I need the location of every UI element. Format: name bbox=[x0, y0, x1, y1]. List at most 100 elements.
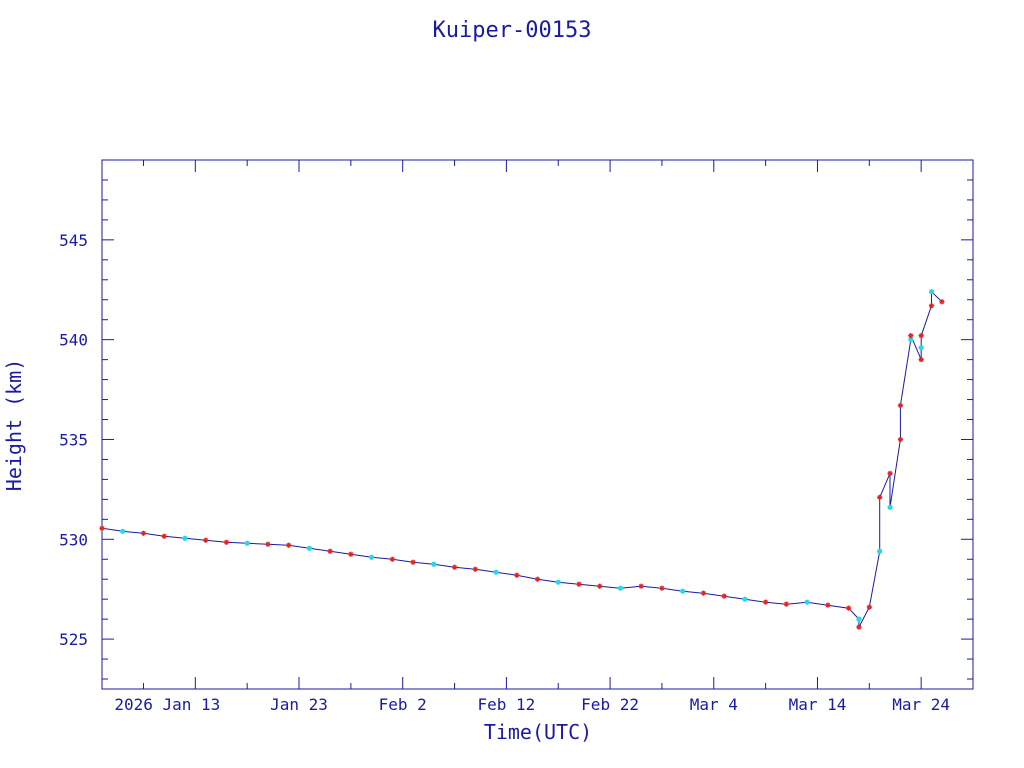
data-point bbox=[908, 333, 914, 339]
data-point bbox=[203, 537, 209, 543]
data-point bbox=[825, 602, 831, 608]
x-tick-label: Jan 23 bbox=[270, 695, 328, 714]
data-point-stroke bbox=[918, 357, 924, 362]
x-tick-label: Feb 22 bbox=[581, 695, 639, 714]
y-tick-label: 535 bbox=[59, 430, 88, 449]
data-point bbox=[140, 530, 147, 536]
data-point bbox=[928, 303, 935, 309]
axis-ticks bbox=[102, 159, 974, 689]
data-point-stroke bbox=[784, 601, 789, 607]
data-point-stroke bbox=[452, 564, 457, 570]
y-tick-labels: 525 530 535 540 545 bbox=[59, 231, 88, 649]
data-point bbox=[472, 566, 478, 572]
data-point bbox=[534, 576, 541, 582]
data-point bbox=[244, 540, 250, 546]
data-point bbox=[659, 585, 665, 591]
data-point-stroke bbox=[327, 549, 333, 554]
data-point bbox=[451, 564, 458, 570]
data-point bbox=[856, 616, 862, 622]
data-point bbox=[576, 581, 582, 587]
x-tick-labels: 2026 Jan 13 Jan 23 Feb 2 Feb 12 Feb 22 Mar 4 M… bbox=[114, 695, 950, 714]
data-point-stroke bbox=[141, 531, 146, 536]
data-point-stroke bbox=[898, 403, 903, 408]
data-point bbox=[866, 604, 872, 610]
y-tick-label: 530 bbox=[59, 530, 88, 549]
data-point-stroke bbox=[99, 526, 105, 531]
data-point bbox=[700, 590, 707, 596]
data-point bbox=[555, 579, 561, 585]
y-axis-title: Height (km) bbox=[2, 359, 26, 491]
data-point-stroke bbox=[535, 576, 540, 582]
x-axis-title: Time(UTC) bbox=[484, 720, 592, 744]
data-point bbox=[887, 504, 893, 510]
data-point-stroke bbox=[265, 542, 271, 547]
data-point bbox=[918, 357, 924, 363]
data-point-stroke bbox=[939, 299, 945, 304]
data-point-stroke bbox=[877, 495, 882, 500]
data-point-stroke bbox=[597, 583, 602, 589]
data-point bbox=[161, 533, 167, 539]
data-point bbox=[120, 528, 126, 534]
data-point-stroke bbox=[701, 590, 706, 596]
data-point bbox=[877, 548, 883, 554]
chart-title: Kuiper-00153 bbox=[433, 18, 592, 43]
data-point-stroke bbox=[348, 552, 354, 557]
x-tick-label: Feb 2 bbox=[379, 695, 427, 714]
data-point-stroke bbox=[659, 585, 665, 591]
data-point bbox=[918, 345, 924, 351]
data-point bbox=[918, 333, 924, 339]
data-point bbox=[617, 585, 624, 591]
data-point bbox=[389, 556, 395, 562]
data-point bbox=[721, 593, 727, 599]
data-point bbox=[742, 596, 748, 602]
y-tick-label: 545 bbox=[59, 231, 88, 250]
data-point bbox=[783, 601, 789, 607]
data-point-stroke bbox=[846, 605, 851, 611]
data-point-stroke bbox=[514, 572, 520, 578]
data-point-stroke bbox=[576, 581, 582, 587]
data-point bbox=[182, 535, 188, 541]
data-point-stroke bbox=[825, 602, 831, 608]
data-point bbox=[348, 551, 354, 557]
data-point bbox=[431, 561, 437, 567]
data-point bbox=[99, 525, 105, 531]
data-point bbox=[368, 554, 375, 560]
data-point bbox=[856, 624, 862, 630]
x-tick-label: Mar 4 bbox=[690, 695, 738, 714]
data-point-stroke bbox=[856, 624, 862, 630]
data-point bbox=[265, 541, 271, 547]
height-series bbox=[99, 289, 945, 630]
data-point-stroke bbox=[390, 557, 395, 562]
data-point-stroke bbox=[763, 599, 768, 605]
data-point bbox=[845, 605, 852, 611]
data-point-stroke bbox=[161, 534, 167, 539]
data-point bbox=[514, 572, 520, 578]
data-point-stroke bbox=[918, 333, 924, 338]
data-point-stroke bbox=[203, 538, 208, 543]
data-point-stroke bbox=[908, 333, 914, 338]
data-point-stroke bbox=[224, 540, 229, 545]
data-point bbox=[306, 545, 312, 551]
data-point bbox=[897, 436, 904, 443]
data-point bbox=[597, 583, 603, 589]
data-point-stroke bbox=[898, 437, 903, 442]
data-point-stroke bbox=[721, 593, 727, 599]
data-point-stroke bbox=[473, 566, 478, 572]
data-point-stroke bbox=[286, 543, 291, 548]
data-point bbox=[939, 299, 945, 305]
data-point bbox=[327, 548, 333, 554]
data-point bbox=[410, 559, 416, 565]
y-tick-label: 525 bbox=[59, 630, 88, 649]
data-point bbox=[680, 588, 686, 594]
x-tick-label: Mar 24 bbox=[892, 695, 950, 714]
plot-frame bbox=[101, 159, 974, 690]
data-point bbox=[928, 289, 935, 295]
data-point-stroke bbox=[929, 303, 934, 308]
data-point bbox=[493, 569, 499, 575]
data-point bbox=[763, 599, 769, 605]
data-point bbox=[286, 542, 292, 548]
data-point bbox=[887, 470, 893, 477]
data-point-stroke bbox=[887, 471, 893, 476]
x-tick-label: Feb 12 bbox=[477, 695, 535, 714]
